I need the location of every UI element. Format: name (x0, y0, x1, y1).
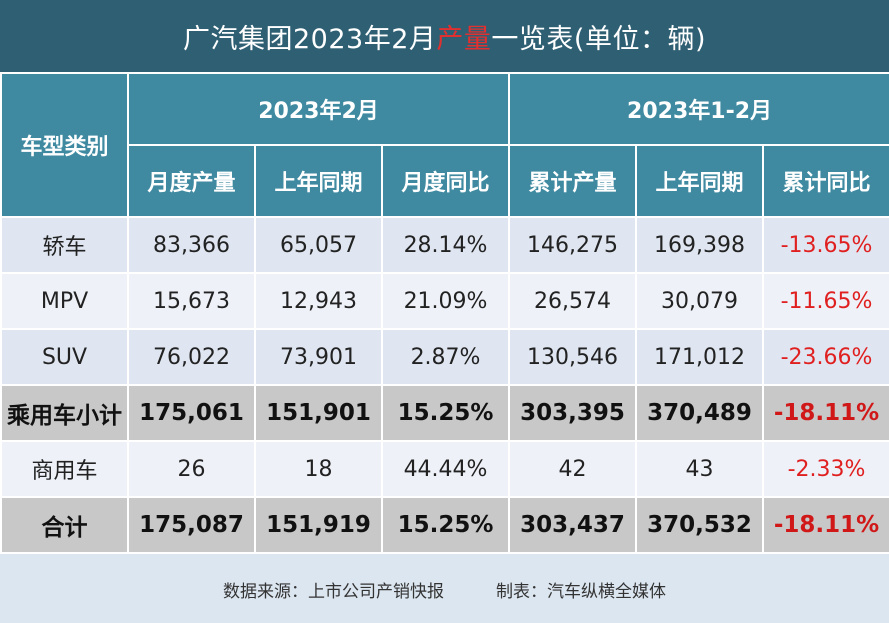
row-category: 商用车 (0, 440, 129, 498)
cell-cumulative-output: 130,546 (508, 328, 638, 386)
title-highlight: 产量 (436, 23, 492, 55)
cell-prior-year-month: 73,901 (254, 328, 383, 386)
cell-monthly-yoy: 15.25% (380, 496, 511, 554)
cell-prior-year-month: 12,943 (254, 272, 383, 330)
cell-cumulative-output: 303,395 (508, 384, 638, 442)
table-row: 商用车 26 18 44.44% 42 43 -2.33% (0, 440, 889, 498)
table-maker-note: 制表：汽车纵横全媒体 (496, 581, 666, 602)
cell-cumulative-output: 303,437 (508, 496, 638, 554)
cell-cumulative-output: 42 (508, 440, 638, 498)
cell-cumulative-yoy: -2.33% (762, 440, 889, 498)
row-category: 乘用车小计 (0, 384, 129, 442)
cell-cumulative-output: 26,574 (508, 272, 638, 330)
title-text-start: 广汽集团2023年2月 (183, 23, 437, 55)
production-table: 车型类别 2023年2月 2023年1-2月 月度产量 上年同期 月度同比 累计… (0, 72, 889, 554)
cell-cumulative-yoy: -13.65% (762, 216, 889, 274)
cell-monthly-output: 26 (127, 440, 256, 498)
header-monthly-output: 月度产量 (127, 144, 256, 218)
cell-monthly-yoy: 28.14% (380, 216, 511, 274)
cell-prior-year-month: 65,057 (254, 216, 383, 274)
cell-prior-year-month: 151,901 (254, 384, 383, 442)
row-category: MPV (0, 272, 129, 330)
cell-monthly-output: 175,061 (127, 384, 256, 442)
cell-cumulative-yoy: -18.11% (762, 496, 889, 554)
header-category: 车型类别 (0, 72, 129, 218)
table-row: 轿车 83,366 65,057 28.14% 146,275 169,398 … (0, 216, 889, 274)
row-category: SUV (0, 328, 129, 386)
table-row-subtotal: 乘用车小计 175,061 151,901 15.25% 303,395 370… (0, 384, 889, 442)
cell-monthly-yoy: 2.87% (380, 328, 511, 386)
cell-monthly-output: 175,087 (127, 496, 256, 554)
cell-prior-year-month: 151,919 (254, 496, 383, 554)
cell-prior-year-cumulative: 169,398 (635, 216, 765, 274)
cell-prior-year-cumulative: 171,012 (635, 328, 765, 386)
header-period-month: 2023年2月 (126, 72, 511, 146)
header-cumulative-output: 累计产量 (508, 144, 638, 218)
title-text-end: 一览表(单位：辆) (491, 23, 706, 55)
cell-monthly-yoy: 44.44% (380, 440, 511, 498)
header-prior-year-month: 上年同期 (254, 144, 383, 218)
cell-prior-year-cumulative: 370,489 (635, 384, 765, 442)
cell-monthly-output: 76,022 (127, 328, 256, 386)
row-category: 轿车 (0, 216, 129, 274)
cell-cumulative-yoy: -18.11% (762, 384, 889, 442)
cell-prior-year-cumulative: 43 (635, 440, 765, 498)
cell-prior-year-cumulative: 30,079 (635, 272, 765, 330)
header-period-ytd: 2023年1-2月 (508, 72, 889, 146)
row-category: 合计 (0, 496, 129, 554)
cell-cumulative-yoy: -11.65% (762, 272, 889, 330)
cell-prior-year-month: 18 (254, 440, 383, 498)
table-row-total: 合计 175,087 151,919 15.25% 303,437 370,53… (0, 496, 889, 554)
cell-monthly-yoy: 21.09% (380, 272, 511, 330)
table-row: SUV 76,022 73,901 2.87% 130,546 171,012 … (0, 328, 889, 386)
cell-monthly-output: 15,673 (127, 272, 256, 330)
header-prior-year-cumulative: 上年同期 (635, 144, 765, 218)
cell-prior-year-cumulative: 370,532 (635, 496, 765, 554)
header-monthly-yoy: 月度同比 (380, 144, 511, 218)
table-footer: 数据来源：上市公司产销快报 制表：汽车纵横全媒体 (0, 555, 889, 623)
data-source-note: 数据来源：上市公司产销快报 (223, 581, 444, 602)
table-title: 广汽集团2023年2月 产量 一览表(单位：辆) (0, 0, 889, 72)
cell-cumulative-output: 146,275 (508, 216, 638, 274)
cell-monthly-output: 83,366 (127, 216, 256, 274)
cell-cumulative-yoy: -23.66% (762, 328, 889, 386)
header-cumulative-yoy: 累计同比 (762, 144, 889, 218)
table-row: MPV 15,673 12,943 21.09% 26,574 30,079 -… (0, 272, 889, 330)
cell-monthly-yoy: 15.25% (380, 384, 511, 442)
